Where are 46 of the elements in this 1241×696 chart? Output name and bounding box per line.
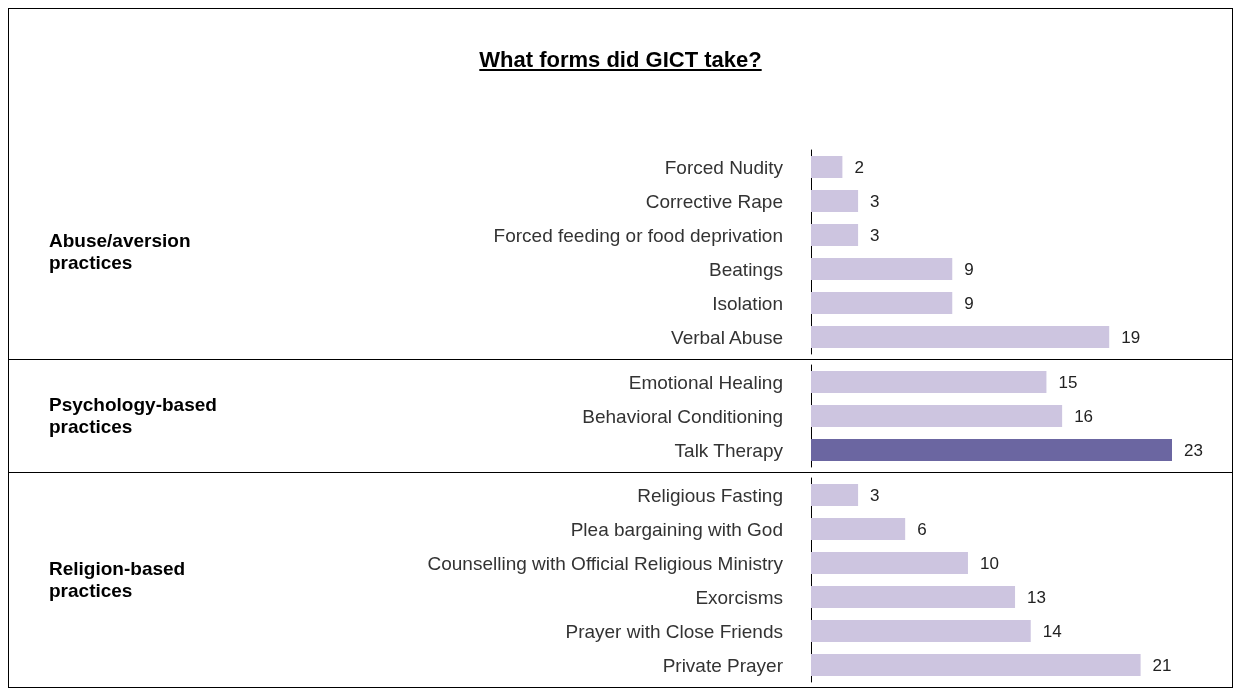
y-tick-label: Exorcisms	[695, 586, 783, 608]
data-label: 6	[917, 519, 927, 539]
y-tick-label: Religious Fasting	[637, 484, 783, 506]
y-tick-label: Forced Nudity	[664, 156, 784, 178]
data-label: 13	[1027, 587, 1046, 607]
data-label: 3	[870, 191, 880, 211]
data-label: 3	[870, 225, 880, 245]
y-tick-label: Private Prayer	[662, 654, 784, 676]
bar	[811, 620, 1031, 642]
y-tick-label: Plea bargaining with God	[570, 518, 783, 540]
bar	[811, 518, 906, 540]
data-label: 3	[870, 485, 880, 505]
text: What forms did GICT take?	[478, 46, 763, 74]
bar	[811, 258, 953, 280]
data-label: 15	[1058, 372, 1078, 392]
y-tick-label: Emotional Healing	[628, 371, 783, 393]
data-label: 23	[1184, 440, 1203, 460]
bar	[811, 292, 953, 314]
y-tick-label: Corrective Rape	[645, 190, 783, 212]
bar	[811, 586, 1016, 608]
bar	[811, 552, 968, 574]
data-label: 21	[1152, 655, 1172, 675]
bar	[811, 484, 859, 506]
y-axis-title: Psychology-based practices	[49, 394, 218, 438]
data-label: 2	[854, 157, 864, 177]
y-axis-title: Religion-based practices	[49, 558, 187, 602]
data-label: 10	[979, 553, 999, 573]
data-label: 16	[1074, 406, 1094, 426]
y-tick-label: Forced feeding or food deprivation	[493, 224, 783, 246]
data-label: 9	[964, 293, 974, 313]
bar	[811, 156, 843, 178]
bar	[811, 224, 859, 246]
y-tick-label: Prayer with Close Friends	[565, 620, 783, 642]
bar	[811, 654, 1141, 676]
y-axis-title: Abuse/aversion practices	[49, 230, 192, 274]
y-tick-label: Talk Therapy	[674, 439, 784, 461]
bar	[811, 190, 859, 212]
y-tick-label: Counselling with Official Religious Ministry	[427, 552, 784, 574]
data-label: 19	[1121, 327, 1141, 347]
y-tick-label: Verbal Abuse	[671, 326, 783, 348]
y-tick-label: Isolation	[712, 292, 783, 314]
data-label: 9	[964, 259, 974, 279]
data-label: 14	[1042, 621, 1062, 641]
y-tick-label: Beatings	[709, 258, 783, 280]
y-tick-label: Behavioral Conditioning	[582, 405, 783, 427]
bar	[811, 326, 1110, 348]
